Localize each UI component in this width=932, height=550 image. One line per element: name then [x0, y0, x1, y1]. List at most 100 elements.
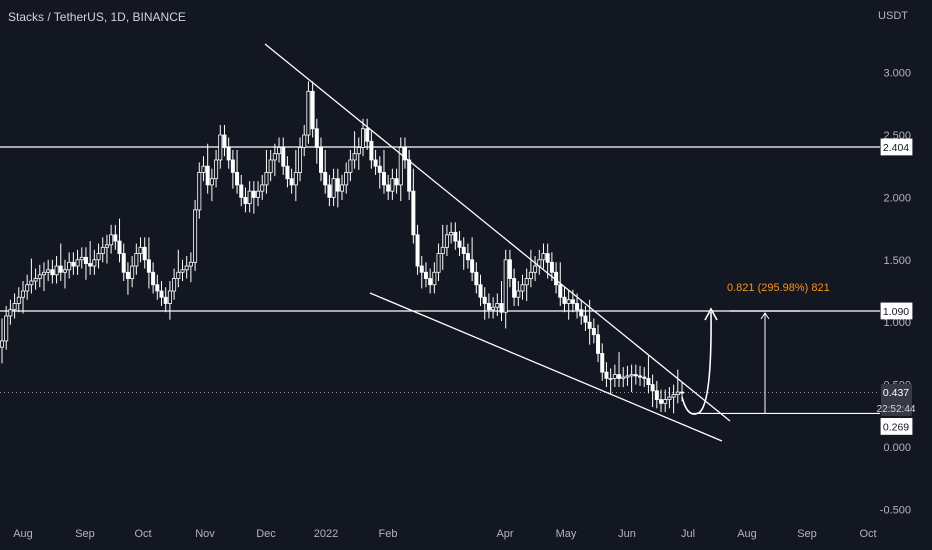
candle-body: [125, 271, 130, 279]
candle-body: [180, 269, 185, 273]
candle-body: [163, 296, 168, 304]
x-tick-label: Sep: [797, 528, 817, 540]
candle-body: [352, 153, 357, 161]
candle-body: [327, 184, 332, 198]
x-axis: Aug Sep Oct Nov Dec 2022 Feb Apr May Jun Jul Aug Sep…: [13, 528, 876, 540]
candle-body: [579, 309, 584, 317]
symbol-label: Stacks / TetherUS: [8, 10, 104, 24]
candle-body: [96, 253, 101, 261]
candle-body: [566, 299, 571, 304]
trendlines: [264, 43, 731, 442]
candle-body: [339, 184, 344, 192]
candle-body: [373, 159, 378, 167]
candle-body: [558, 284, 563, 298]
candle-body: [675, 391, 680, 395]
candle-body: [188, 261, 193, 267]
candle-body: [381, 172, 386, 186]
x-tick-label: Jul: [681, 528, 695, 540]
candle-body: [16, 296, 21, 304]
candle-body: [524, 278, 529, 286]
x-tick-label: Oct: [134, 528, 151, 540]
candle-body: [654, 390, 659, 400]
candle-body: [100, 246, 105, 254]
candle-body: [256, 190, 261, 198]
y-tick-label: 2.000: [883, 192, 911, 204]
candle-body: [281, 147, 286, 167]
x-tick-label: Dec: [256, 528, 276, 540]
candle-body: [239, 184, 244, 198]
candle-body: [142, 246, 147, 261]
candle-body: [348, 159, 353, 173]
candle-body: [507, 259, 512, 279]
y-tick-label: 0.000: [883, 442, 911, 454]
candle-body: [621, 376, 626, 379]
projection-arrowhead: [704, 307, 718, 321]
candle-body: [423, 271, 428, 279]
countdown-text: 22:52:44: [877, 404, 916, 415]
candle-body: [50, 269, 55, 276]
candle-body: [37, 274, 42, 279]
candle-body: [235, 172, 240, 186]
candle-body: [167, 290, 172, 304]
candle-body: [344, 172, 349, 186]
x-tick-label: Oct: [859, 528, 876, 540]
candle-body: [541, 253, 546, 261]
candle-body: [109, 234, 114, 246]
candle-body: [432, 271, 437, 286]
candle-body: [0, 340, 4, 348]
measure-arrowhead: [760, 312, 770, 320]
candle-body: [625, 375, 630, 378]
candle-body: [146, 259, 151, 273]
projection-path: [681, 311, 712, 415]
candle-body: [54, 265, 59, 276]
candle-body: [151, 271, 156, 286]
candle-body: [633, 374, 638, 377]
candle-body: [319, 147, 324, 173]
candle-body: [436, 253, 441, 273]
candle-body: [79, 256, 84, 261]
candle-body: [298, 147, 303, 173]
candle-body: [478, 284, 483, 298]
candle-body: [46, 269, 51, 273]
candle-body: [575, 303, 580, 311]
candle-body: [612, 374, 617, 379]
candle-body: [331, 178, 336, 198]
candles: [0, 81, 685, 414]
exchange-label: BINANCE: [132, 10, 186, 24]
candle-body: [247, 190, 252, 205]
candle-body: [8, 309, 13, 317]
candle-body: [394, 178, 399, 186]
candle-body: [520, 284, 525, 292]
y-tick-label: 1.000: [883, 317, 911, 329]
candle-body: [113, 234, 118, 242]
candle-body: [71, 261, 76, 267]
candle-body: [306, 90, 311, 136]
candle-body: [29, 280, 34, 286]
chart-title: Stacks / TetherUS, 1D, BINANCE: [8, 10, 186, 24]
candle-body: [465, 253, 470, 261]
level-badge-box: [880, 418, 913, 435]
candle-body: [402, 147, 407, 161]
candle-body: [58, 265, 63, 273]
x-tick-label: 2022: [314, 528, 338, 540]
candle-body: [512, 278, 517, 298]
candle-body: [272, 153, 277, 161]
candle-body: [457, 240, 462, 248]
candle-body: [193, 209, 198, 263]
candle-body: [104, 244, 109, 248]
candle-body: [365, 128, 370, 142]
candle-body: [155, 284, 160, 292]
candle-body: [214, 159, 219, 180]
candle-body: [587, 321, 592, 329]
candle-body: [415, 234, 420, 267]
candle-body: [583, 315, 588, 323]
candle-body: [92, 259, 97, 267]
x-tick-label: May: [556, 528, 577, 540]
candle-body: [646, 377, 651, 385]
level-badge-box: [880, 302, 913, 320]
candle-body: [449, 231, 454, 236]
candle-body: [440, 246, 445, 254]
candle-body: [486, 303, 491, 311]
candle-body: [134, 253, 139, 267]
